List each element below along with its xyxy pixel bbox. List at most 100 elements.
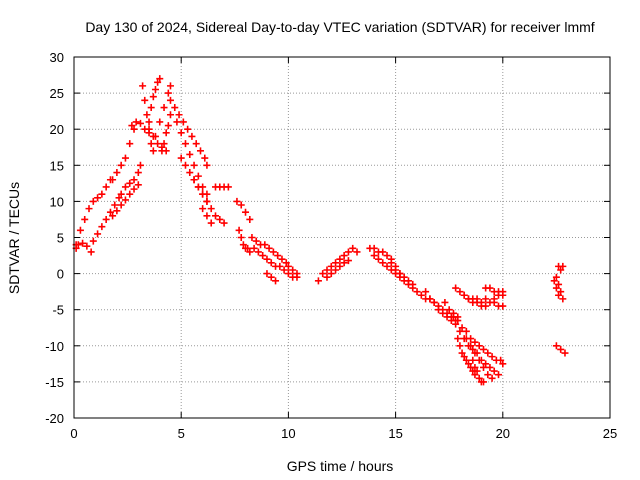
data-point <box>464 295 472 303</box>
y-tick-label: 15 <box>50 158 64 173</box>
data-point <box>344 248 352 256</box>
y-tick-label: 25 <box>50 86 64 101</box>
data-point <box>484 371 492 379</box>
track-series <box>212 183 232 191</box>
track-series <box>552 342 569 357</box>
x-tick-label: 15 <box>388 426 402 441</box>
data-point <box>486 284 494 292</box>
data-point <box>207 219 215 227</box>
track-series <box>490 298 507 310</box>
data-point <box>404 277 412 285</box>
data-point <box>136 119 144 127</box>
track-series <box>462 335 496 382</box>
data-point <box>117 201 125 209</box>
data-point <box>181 140 189 148</box>
data-point <box>272 277 280 285</box>
data-point <box>239 241 247 249</box>
data-point <box>396 270 404 278</box>
x-tick-label: 10 <box>281 426 295 441</box>
data-point <box>497 356 505 364</box>
data-point <box>456 288 464 296</box>
data-point <box>488 374 496 382</box>
data-point <box>392 266 400 274</box>
x-tick-label: 20 <box>496 426 510 441</box>
data-point <box>126 190 134 198</box>
data-point <box>374 255 382 263</box>
data-point <box>552 284 560 292</box>
data-point <box>76 226 84 234</box>
data-point <box>480 345 488 353</box>
track-series <box>370 252 430 303</box>
data-point <box>199 205 207 213</box>
data-point <box>130 125 138 133</box>
data-point <box>467 342 475 350</box>
data-point <box>113 207 121 215</box>
data-point <box>336 255 344 263</box>
data-point <box>250 244 258 252</box>
data-point <box>177 154 185 162</box>
track-series <box>166 96 211 169</box>
data-point <box>156 75 164 83</box>
data-point <box>139 82 147 90</box>
data-point <box>462 335 470 343</box>
data-point <box>94 194 102 202</box>
track-series <box>469 356 488 386</box>
data-point <box>340 252 348 260</box>
data-point <box>430 298 438 306</box>
y-tick-label: 20 <box>50 122 64 137</box>
data-point <box>452 320 460 328</box>
data-point <box>284 262 292 270</box>
data-point <box>130 185 138 193</box>
data-point <box>121 196 129 204</box>
data-point <box>289 266 297 274</box>
data-point <box>181 161 189 169</box>
data-point <box>237 201 245 209</box>
data-point <box>224 183 232 191</box>
data-point <box>254 248 262 256</box>
data-point <box>263 255 271 263</box>
data-point <box>246 248 254 256</box>
track-series <box>263 270 280 285</box>
data-point <box>439 306 447 314</box>
data-point <box>154 140 162 148</box>
track-series <box>158 111 174 155</box>
data-point <box>475 342 483 350</box>
data-point <box>149 147 157 155</box>
data-point <box>156 118 164 126</box>
data-point <box>557 266 565 274</box>
data-point <box>490 367 498 375</box>
data-point <box>452 284 460 292</box>
track-series <box>555 262 567 274</box>
x-tick-label: 25 <box>603 426 617 441</box>
data-point <box>458 349 466 357</box>
data-point <box>555 291 563 299</box>
data-point <box>194 172 202 180</box>
x-axis-label: GPS time / hours <box>287 458 394 474</box>
data-point <box>89 197 97 205</box>
data-point <box>79 239 87 247</box>
data-point <box>126 140 134 148</box>
data-point <box>85 205 93 213</box>
data-point <box>233 197 241 205</box>
track-series <box>284 262 301 278</box>
data-point <box>109 212 117 220</box>
data-point <box>482 295 490 303</box>
data-point <box>246 215 254 223</box>
data-point <box>162 129 170 137</box>
track-series <box>323 257 352 281</box>
y-tick-label: 5 <box>57 231 64 246</box>
data-point <box>252 237 260 245</box>
data-point <box>132 118 140 126</box>
data-point <box>207 205 215 213</box>
data-point <box>160 140 168 148</box>
data-point <box>134 169 142 177</box>
data-point <box>164 89 172 97</box>
data-point <box>280 266 288 274</box>
data-point <box>417 291 425 299</box>
data-point <box>471 363 479 371</box>
data-point <box>458 324 466 332</box>
track-series <box>117 161 144 198</box>
track-series <box>173 118 211 198</box>
data-point <box>293 270 301 278</box>
